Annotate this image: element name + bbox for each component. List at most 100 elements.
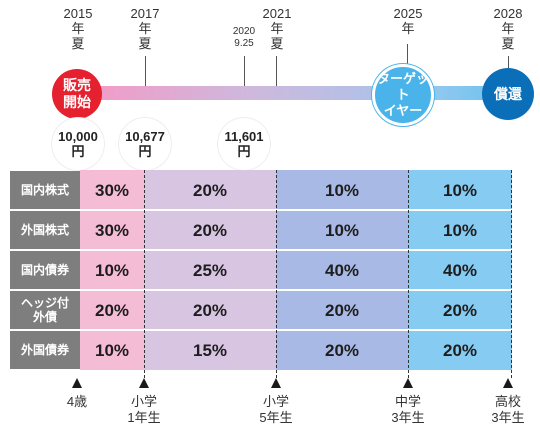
redeem-circle: 償還 <box>482 68 534 120</box>
tick-2025 <box>407 44 408 64</box>
divider-line <box>276 170 277 378</box>
allocation-cell: 20% <box>324 341 360 360</box>
target-year-circle: ターゲット イヤー <box>372 64 434 126</box>
grade-line2: 3年生 <box>491 410 525 425</box>
price-value: 11,601 <box>224 129 264 144</box>
year-number: 2025 <box>393 6 423 21</box>
row-label-foreign-stocks: 外国株式 <box>10 211 80 249</box>
year-suffix: 年 <box>501 21 515 36</box>
grade-line2: 1年生 <box>127 410 161 425</box>
price-unit: 円 <box>71 144 85 159</box>
divider-line <box>408 170 409 378</box>
grade-line1: 中学 <box>394 394 421 409</box>
price-value: 10,677 <box>125 129 165 144</box>
year-suffix: 年 <box>270 21 284 36</box>
year-label-2021: 2021 年 夏 <box>255 6 299 51</box>
row-label-domestic-bonds: 国内債券 <box>10 251 80 289</box>
season: 夏 <box>501 36 515 51</box>
grade-label: 小学 5年生 <box>246 394 306 426</box>
grade-line2: 3年生 <box>391 410 425 425</box>
allocation-cell: 40% <box>442 261 478 280</box>
row-separator <box>80 289 512 291</box>
grade-label: 4歳 <box>47 394 107 410</box>
allocation-cell: 10% <box>94 341 130 360</box>
allocation-cell: 25% <box>192 261 228 280</box>
grade-label: 高校 3年生 <box>478 394 538 426</box>
start-label-line1: 販売 <box>63 77 91 93</box>
year-suffix: 年 <box>138 21 152 36</box>
target-label-line1: ターゲット <box>376 71 429 102</box>
year-label-2015: 2015 年 夏 <box>56 6 100 51</box>
row-separator <box>80 329 512 331</box>
period-band-4 <box>408 170 512 370</box>
season: 夏 <box>71 36 85 51</box>
row-label-text: 外国債券 <box>20 343 69 357</box>
price-unit: 円 <box>138 144 152 159</box>
period-band-3 <box>276 170 408 370</box>
divider-line <box>511 170 512 378</box>
target-label-line2: イヤー <box>383 103 423 118</box>
grade-label: 小学 1年生 <box>114 394 174 426</box>
row-label-text: 外国株式 <box>20 223 69 237</box>
allocation-cell: 20% <box>442 341 478 360</box>
milestone-triangle <box>271 378 281 388</box>
row-label-text: 国内株式 <box>20 183 69 197</box>
allocation-cell: 20% <box>94 301 130 320</box>
allocation-cell: 10% <box>442 221 478 240</box>
tick-2020 <box>244 56 245 92</box>
price-circle: 11,601 円 <box>218 118 270 170</box>
year-label-2025: 2025 年 <box>386 6 430 36</box>
row-separator <box>80 249 512 251</box>
start-circle: 販売 開始 <box>52 69 102 119</box>
allocation-cell: 10% <box>442 181 478 200</box>
price-circle: 10,677 円 <box>119 118 171 170</box>
milestone-triangle <box>503 378 513 388</box>
row-separator <box>80 209 512 211</box>
allocation-cell: 30% <box>94 221 130 240</box>
year-number: 2015 <box>63 6 93 21</box>
row-label-text: 外債 <box>32 310 57 324</box>
allocation-cell: 40% <box>324 261 360 280</box>
grade-line2: 5年生 <box>259 410 293 425</box>
allocation-cell: 10% <box>324 221 360 240</box>
year-number: 2021 <box>262 6 292 21</box>
row-label-domestic-stocks: 国内株式 <box>10 171 80 209</box>
season: 夏 <box>138 36 152 51</box>
start-label-line2: 開始 <box>63 94 91 110</box>
allocation-cell: 20% <box>192 301 228 320</box>
tick-2021 <box>276 56 277 92</box>
period-band-1 <box>80 170 144 370</box>
tick-2017 <box>145 56 146 92</box>
allocation-cell: 20% <box>192 221 228 240</box>
allocation-cell: 20% <box>442 301 478 320</box>
price-value: 10,000 <box>58 129 98 144</box>
season: 夏 <box>270 36 284 51</box>
date-label-2020: 2020 9.25 <box>222 26 266 50</box>
allocation-cell: 30% <box>94 181 130 200</box>
grade-line1: 小学 <box>262 394 289 409</box>
grade-line1: 4歳 <box>66 394 88 409</box>
allocation-cell: 10% <box>324 181 360 200</box>
allocation-cell: 15% <box>192 341 228 360</box>
period-band-2 <box>144 170 276 370</box>
milestone-triangle <box>403 378 413 388</box>
row-label-text: 国内債券 <box>20 263 69 277</box>
allocation-cell: 20% <box>192 181 228 200</box>
year-suffix: 年 <box>71 21 85 36</box>
allocation-cell: 10% <box>94 261 130 280</box>
year-label-2028: 2028 年 夏 <box>486 6 530 51</box>
date-year: 2020 <box>232 26 256 37</box>
grade-label: 中学 3年生 <box>378 394 438 426</box>
year-label-2017: 2017 年 夏 <box>123 6 167 51</box>
allocation-cell: 20% <box>324 301 360 320</box>
price-circle: 10,000 円 <box>52 118 104 170</box>
row-label-foreign-bonds: 外国債券 <box>10 331 80 369</box>
year-suffix: 年 <box>401 21 415 36</box>
redeem-label: 償還 <box>494 86 522 102</box>
date-day: 9.25 <box>234 38 254 49</box>
grade-line1: 高校 <box>494 394 521 409</box>
price-unit: 円 <box>237 144 251 159</box>
row-label-hedged-foreign-bonds: ヘッジ付 外債 <box>10 291 80 329</box>
grade-line1: 小学 <box>130 394 157 409</box>
milestone-triangle <box>139 378 149 388</box>
